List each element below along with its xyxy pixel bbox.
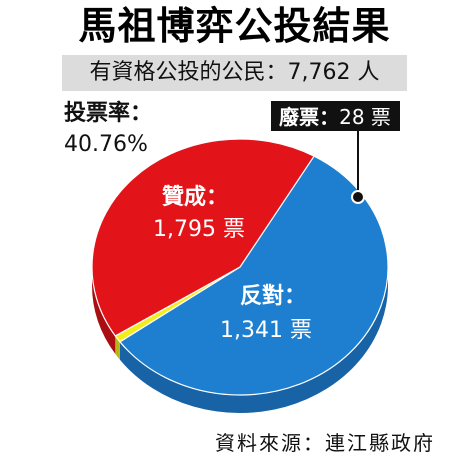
eligible-voters-text: 有資格公投的公民：7,762 人 bbox=[89, 60, 380, 85]
no-slice-label: 反對： bbox=[240, 283, 306, 309]
invalid-slice-label: 廢票： bbox=[279, 105, 339, 129]
yes-slice bbox=[119, 155, 389, 396]
turnout-value: 40.76% bbox=[64, 132, 148, 157]
chart-title: 馬祖博弈公投結果 bbox=[78, 3, 391, 48]
pie-slices bbox=[91, 138, 389, 396]
data-source: 資料來源：連江縣政府 bbox=[215, 431, 435, 455]
pie-labels: 贊成： 1,795 票 反對： 1,341 票 bbox=[153, 184, 312, 343]
invalid-votes-callout: 廢票：28 票 bbox=[271, 101, 400, 204]
no-slice bbox=[91, 138, 315, 337]
invalid-slice-side bbox=[115, 335, 120, 360]
turnout-label: 投票率： bbox=[64, 100, 153, 126]
pie-3d-sides bbox=[92, 267, 389, 413]
yes-slice-label: 贊成： bbox=[162, 184, 228, 210]
invalid-callout-dot bbox=[351, 190, 365, 204]
no-slice-value: 1,341 票 bbox=[220, 318, 312, 343]
eligible-voters-band: 有資格公投的公民：7,762 人 bbox=[62, 55, 407, 91]
invalid-callout-box bbox=[271, 101, 400, 131]
invalid-slice-value: 28 票 bbox=[339, 105, 391, 129]
no-slice-side bbox=[92, 267, 116, 354]
invalid-slice-label-value: 廢票：28 票 bbox=[279, 105, 391, 129]
yes-slice-side bbox=[119, 267, 389, 413]
yes-slice-value: 1,795 票 bbox=[153, 217, 245, 242]
